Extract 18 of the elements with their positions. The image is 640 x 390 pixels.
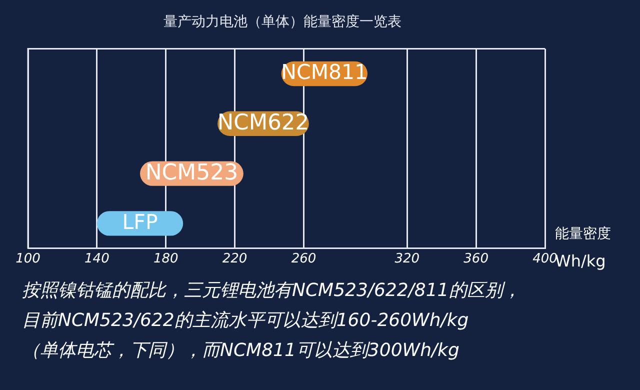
text: 目前NCM523/622的主流水平可以达到160-260Wh/kg [22, 309, 470, 333]
y-tick-label: NCM811 [281, 60, 368, 84]
x-tick-label: 180 [153, 252, 178, 267]
text: 按照镍钴锰的配比，三元锂电池有NCM523/622/811的区别， [22, 279, 522, 303]
x-tick-label: 220 [222, 252, 248, 267]
x-tick-label: 320 [394, 252, 420, 267]
y-tick-label: NCM523 [145, 160, 238, 186]
x-tick-label: 260 [291, 252, 316, 267]
text: （单体电芯，下同），而NCM811可以达到300Wh/kg [22, 339, 460, 363]
x-tick-label: 400 [532, 252, 558, 267]
bar [96, 211, 184, 236]
x-tick-label: 100 [16, 252, 40, 267]
x-tick-label: 360 [464, 252, 488, 267]
y-tick-label: LFP [122, 210, 158, 234]
x-axis-title: 能量密度 Wh/kg [555, 226, 611, 271]
y-tick-label: NCM622 [217, 110, 310, 136]
x-tick-label: 140 [84, 252, 110, 267]
chart-title: 量产动力电池（单体）能量密度一览表 [164, 14, 402, 30]
